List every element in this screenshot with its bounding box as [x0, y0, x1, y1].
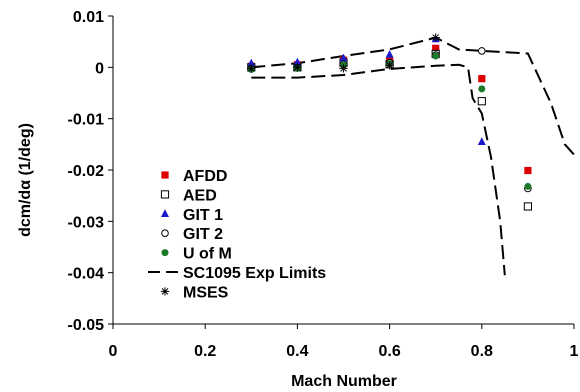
x-tick-label: 0.8: [471, 343, 493, 360]
asterisk-stroke: [432, 34, 440, 41]
x-tick-label: 0.4: [286, 343, 308, 360]
point-u-of-m: [478, 85, 486, 93]
point-aed: [477, 97, 486, 106]
legend-swatch-git-2: [161, 229, 169, 237]
y-tick-label: 0: [95, 60, 104, 77]
legend-swatch-aed: [160, 190, 170, 199]
legend-swatch-git-1: [161, 209, 169, 217]
x-tick-label: 0.2: [194, 343, 216, 360]
asterisk-stroke: [247, 65, 255, 72]
x-axis: 0 0.2 0.4 0.6 0.8 1: [109, 323, 579, 360]
point-git-1: [385, 50, 394, 58]
y-axis-title: dcm/dα (1/deg): [17, 123, 34, 237]
point-mses: [339, 64, 348, 73]
legend-swatch-mses: [160, 287, 170, 296]
point-u-of-m: [432, 52, 440, 60]
y-tick-label: 0.01: [73, 9, 104, 26]
point-git-1: [339, 53, 348, 62]
point-mses: [431, 33, 440, 42]
point-mses: [385, 61, 394, 70]
point-git-2: [478, 47, 486, 55]
x-tick-label: 1: [570, 343, 579, 360]
point-git-1: [477, 137, 486, 145]
point-afdd: [432, 44, 440, 52]
legend-label-mses: MSES: [183, 284, 229, 301]
point-mses: [247, 64, 256, 73]
y-tick-label: -0.01: [68, 112, 105, 129]
y-axis: 0.01 0 -0.01 -0.02 -0.03 -0.04 -0.05: [68, 9, 114, 334]
legend-label-sc1095-exp-limits: SC1095 Exp Limits: [183, 265, 326, 282]
point-git-1: [247, 58, 256, 67]
asterisk-stroke: [340, 65, 347, 72]
x-tick-label: 0: [109, 343, 118, 360]
point-afdd: [524, 166, 532, 175]
point-afdd: [478, 75, 486, 83]
legend-label-git-1: GIT 1: [183, 207, 223, 224]
point-aed: [523, 202, 532, 211]
legend-label-u-of-m: U of M: [183, 246, 232, 263]
legend-label-afdd: AFDD: [183, 168, 227, 185]
asterisk-stroke: [386, 61, 393, 69]
y-tick-label: -0.03: [68, 214, 105, 231]
asterisk-stroke: [161, 288, 169, 295]
asterisk-stroke: [294, 63, 301, 71]
point-mses: [293, 63, 302, 72]
y-tick-label: -0.05: [68, 317, 105, 334]
legend-swatch-afdd: [161, 171, 169, 179]
legend: AFDD AED GIT 1 GIT 2 U of M SC1095 Exp Limits…: [148, 168, 326, 301]
data-marks: [247, 33, 575, 276]
x-axis-title: Mach Number: [291, 373, 397, 390]
y-tick-label: -0.02: [68, 163, 105, 180]
x-tick-label: 0.6: [378, 343, 400, 360]
legend-label-aed: AED: [183, 187, 217, 204]
point-git-1: [293, 57, 302, 66]
legend-label-git-2: GIT 2: [183, 226, 223, 243]
point-u-of-m: [524, 182, 532, 190]
limit-line-upper: [251, 36, 575, 156]
legend-swatch-u-of-m: [161, 249, 169, 257]
limit-line-lower: [251, 63, 506, 276]
y-tick-label: -0.04: [68, 266, 105, 283]
